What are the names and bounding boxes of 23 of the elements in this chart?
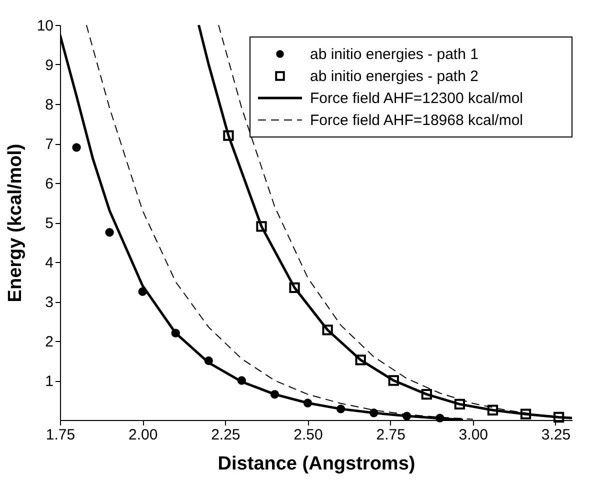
y-tick-label: 9 xyxy=(45,57,54,74)
legend-label: ab initio energies - path 1 xyxy=(310,46,478,63)
x-tick-label: 2.00 xyxy=(128,426,158,444)
y-tick-label: 10 xyxy=(36,18,54,34)
x-tick-label: 3.00 xyxy=(458,426,488,444)
legend-label: Force field AHF=18968 kcal/mol xyxy=(310,112,524,129)
y-tick-label: 7 xyxy=(45,136,54,153)
x-tick-label: 3.25 xyxy=(541,426,571,444)
y-tick-label: 5 xyxy=(45,215,54,232)
y-tick-label: 3 xyxy=(45,294,54,311)
x-tick-label: 1.75 xyxy=(46,426,76,444)
y-tick-label: 1 xyxy=(45,373,54,390)
y-tick-label: 2 xyxy=(45,334,54,350)
legend-label: ab initio energies - path 2 xyxy=(310,68,478,85)
x-tick-label: 2.75 xyxy=(376,426,406,444)
legend-label: Force field AHF=12300 kcal/mol xyxy=(310,90,524,107)
y-tick-label: 8 xyxy=(45,96,54,114)
x-tick-label: 2.50 xyxy=(294,426,323,444)
x-tick-label: 2.25 xyxy=(211,426,240,444)
y-axis-title: Energy (kcal/mol) xyxy=(4,144,26,302)
y-tick-label: 6 xyxy=(45,176,54,192)
y-tick-label: 4 xyxy=(45,254,54,272)
x-axis-title: Distance (Angstroms) xyxy=(218,454,416,474)
